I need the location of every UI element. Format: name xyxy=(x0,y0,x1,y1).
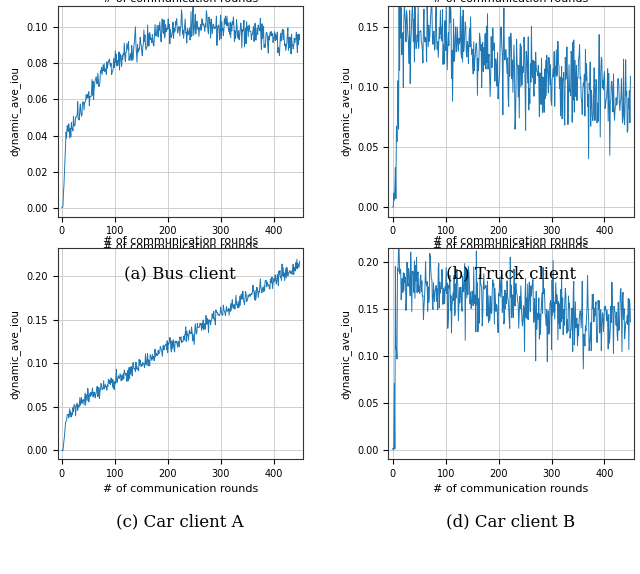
Title: # of communication rounds: # of communication rounds xyxy=(433,236,589,246)
Text: (d) Car client B: (d) Car client B xyxy=(447,514,575,531)
Y-axis label: dynamic_ave_iou: dynamic_ave_iou xyxy=(341,309,352,399)
Title: # of communication rounds: # of communication rounds xyxy=(102,0,258,3)
Y-axis label: dynamic_ave_iou: dynamic_ave_iou xyxy=(341,66,352,156)
Y-axis label: dynamic_ave_iou: dynamic_ave_iou xyxy=(10,66,21,156)
X-axis label: # of communication rounds: # of communication rounds xyxy=(102,484,258,494)
Title: # of communication rounds: # of communication rounds xyxy=(433,0,589,3)
Text: (b) Truck client: (b) Truck client xyxy=(446,265,576,282)
X-axis label: # of communication rounds: # of communication rounds xyxy=(433,484,589,494)
X-axis label: # of communication rounds: # of communication rounds xyxy=(102,242,258,252)
X-axis label: # of communication rounds: # of communication rounds xyxy=(433,242,589,252)
Text: (a) Bus client: (a) Bus client xyxy=(124,265,236,282)
Y-axis label: dynamic_ave_iou: dynamic_ave_iou xyxy=(10,309,21,399)
Text: (c) Car client A: (c) Car client A xyxy=(116,514,244,531)
Title: # of communication rounds: # of communication rounds xyxy=(102,236,258,246)
